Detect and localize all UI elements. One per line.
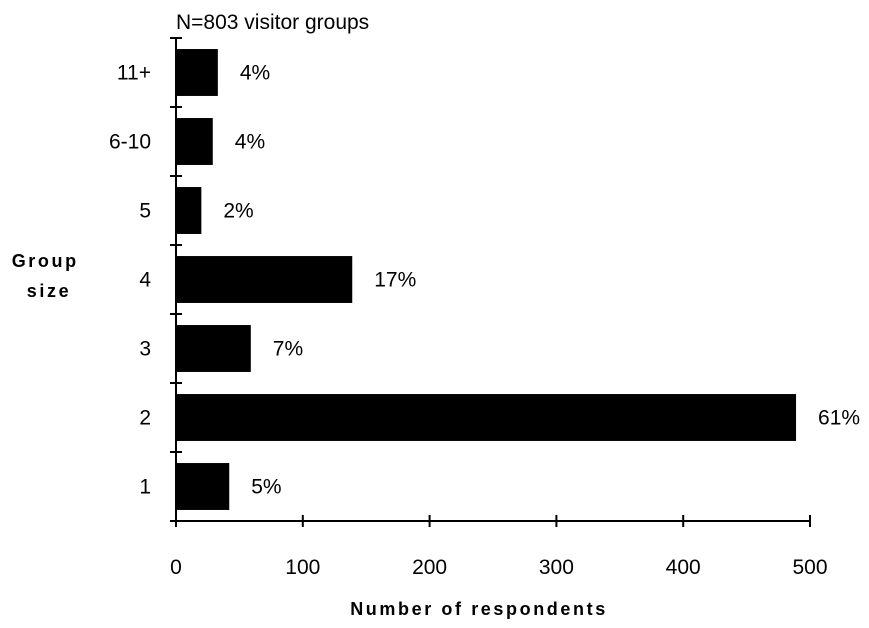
bar [176, 187, 202, 234]
bar-data-label: 17% [374, 269, 416, 292]
x-axis-title: Number of respondents [350, 599, 608, 619]
y-tick-label: 11+ [117, 62, 151, 85]
x-tick-label: 100 [285, 556, 320, 579]
y-axis-title-line-2: size [27, 281, 71, 301]
bar-data-label: 2% [223, 200, 253, 223]
y-tick-label: 2 [139, 407, 151, 430]
y-axis-ticks: 1 2 3 4 5 6-10 11+ [109, 37, 182, 522]
bar [176, 463, 230, 510]
y-axis-title-line-1: Group [12, 251, 79, 271]
x-tick-label: 500 [792, 556, 827, 579]
x-axis-ticks: 0 100 200 300 400 500 [170, 515, 828, 579]
y-tick-label: 1 [139, 476, 151, 499]
y-tick-label: 5 [139, 200, 151, 223]
y-tick-label: 4 [139, 269, 151, 292]
chart-title: N=803 visitor groups [176, 11, 369, 34]
x-tick-label: 200 [412, 556, 447, 579]
x-tick-label: 300 [539, 556, 574, 579]
y-tick-label: 6-10 [109, 131, 151, 154]
bar [176, 118, 213, 165]
y-axis-title: Group size [12, 251, 87, 301]
bar [176, 256, 353, 303]
x-tick-label: 0 [170, 556, 182, 579]
bar-data-label: 4% [240, 62, 270, 85]
bar-data-label: 7% [273, 338, 303, 361]
bars-group: 5% 61% 7% 17% 2% 4% 4% [176, 49, 860, 510]
y-tick-label: 3 [139, 338, 151, 361]
bar [176, 394, 797, 441]
bar [176, 49, 218, 96]
bar-data-label: 5% [251, 476, 281, 499]
bar [176, 325, 251, 372]
bar-data-label: 4% [235, 131, 265, 154]
x-tick-label: 400 [666, 556, 701, 579]
bar-data-label: 61% [818, 407, 860, 430]
